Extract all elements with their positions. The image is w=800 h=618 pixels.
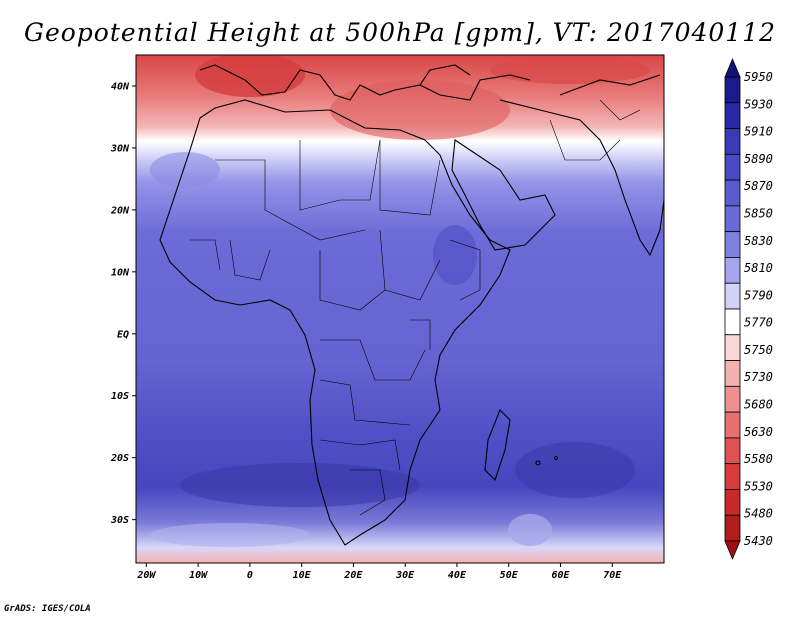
colorbar-label: 5870 [744,179,773,193]
colorbar-label: 5830 [744,234,773,248]
colorbar-arrow-bottom [724,540,741,561]
field-features [150,55,650,547]
lat-tick-label: 30N [110,143,130,154]
colorbar-swatch [724,437,741,465]
colorbar-swatch [724,231,741,258]
colorbar-label: 5430 [744,534,773,548]
colorbar-label: 5770 [744,316,773,330]
map-field: 40N 30N 20N 10N EQ 10S 20S 30S 20W 10W 0 10E 20E 30E… [110,54,665,581]
lat-tick-label: 10N [111,267,130,278]
colorbar-label: 5730 [744,370,773,384]
lon-tick-label: 50E [500,570,519,581]
lon-tick-label: 20E [343,570,363,581]
colorbar-swatch [724,308,741,336]
colorbar-swatch [724,153,741,181]
lat-tick-label: 30S [110,515,129,526]
colorbar-swatch [724,334,741,361]
colorbar-label: 5850 [744,206,773,220]
colorbar-label: 5790 [744,288,773,302]
colorbar-swatch [724,411,741,439]
lon-tick-label: 10E [293,570,312,581]
lon-tick-label: 20W [136,570,156,581]
lat-tick-label: 10S [111,391,129,402]
lon-tick-label: 30E [395,570,415,581]
colorbar-swatch [724,102,741,129]
colorbar-label: 5890 [744,152,773,166]
colorbar-label: 5580 [744,452,773,466]
lat-tick-label: 40N [111,81,130,92]
country-borders [190,99,641,516]
lon-tick-label: 0 [247,570,253,581]
colorbar-swatch [724,257,741,284]
colorbar-swatch [724,128,741,155]
colorbar-swatch [724,514,741,542]
coastlines [159,64,664,546]
lat-tick-label: 20S [110,453,129,464]
colorbar-label: 5950 [744,70,773,84]
lat-tick-label: EQ [117,329,129,340]
colorbar-label: 5530 [744,479,773,493]
colorbar-swatch [724,385,741,413]
colorbar-swatch [724,360,741,387]
lon-tick-label: 60E [551,570,570,581]
colorbar-swatch [724,282,741,310]
lon-tick-label: 40E [448,570,467,581]
colorbar-arrow-top [724,57,741,78]
map-frame [135,54,665,564]
colorbar-label: 5930 [744,97,773,111]
colorbar: 5950 5930 5910 5890 5870 5850 5830 5810 5790 5770… [724,57,773,561]
colorbar-label: 5750 [744,343,773,357]
map-title: Geopotential Height at 500hPa [gpm], VT:… [23,18,777,47]
colorbar-label: 5680 [744,398,773,412]
lat-tick-label: 20N [110,205,130,216]
longitude-axis: 20W 10W 0 10E 20E 30E 40E 50E 60E 70E [136,563,622,581]
lon-tick-label: 70E [603,570,622,581]
lon-tick-label: 10W [189,570,208,581]
credit-text: GrADS: IGES/COLA [4,604,91,614]
colorbar-swatch [724,205,741,233]
colorbar-swatch [724,76,741,104]
colorbar-swatch [724,463,741,490]
colorbar-swatch [724,489,741,516]
colorbar-label: 5810 [744,261,773,275]
colorbar-label: 5910 [744,125,773,139]
colorbar-swatch [724,179,741,207]
latitude-axis: 40N 30N 20N 10N EQ 10S 20S 30S [110,81,136,526]
colorbar-label: 5630 [744,425,773,439]
colorbar-label: 5480 [744,507,773,521]
